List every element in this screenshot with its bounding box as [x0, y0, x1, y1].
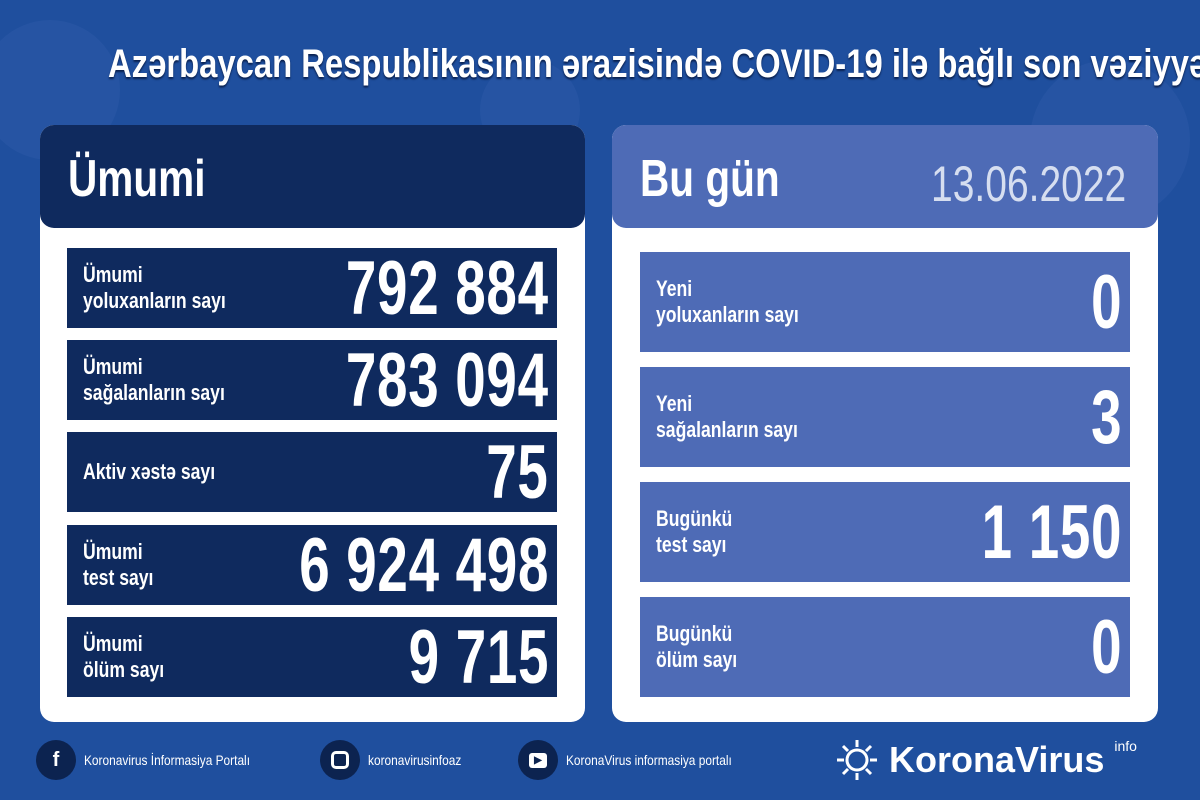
stat-row-total-recovered: Ümumi sağalanların sayı 783 094	[67, 338, 557, 423]
page-title: Azərbaycan Respublikasının ərazisində CO…	[108, 42, 1200, 86]
total-heading: Ümumi	[68, 150, 206, 208]
label-line2: sağalanların sayı	[656, 417, 798, 442]
today-header: Bu gün 13.06.2022	[612, 125, 1158, 228]
stat-label: Aktiv xəstə sayı	[83, 459, 215, 485]
label-line1: Bugünkü	[656, 506, 733, 531]
facebook-icon: f	[36, 740, 76, 780]
stat-value: 0	[1090, 604, 1122, 690]
stat-row-today-deaths: Bugünkü ölüm sayı 0	[640, 597, 1130, 697]
total-panel: Ümumi Ümumi yoluxanların sayı 792 884 Ümum…	[40, 125, 585, 722]
stat-value: 0	[1090, 259, 1122, 345]
report-date: 13.06.2022	[930, 156, 1126, 212]
stat-label: Bugünkü test sayı	[656, 506, 732, 558]
stat-value: 9 715	[408, 614, 549, 700]
label-line1: Yeni	[656, 276, 693, 301]
stat-label: Ümumi yoluxanların sayı	[83, 262, 226, 314]
stat-value: 3	[1090, 374, 1122, 460]
stat-label: Ümumi ölüm sayı	[83, 631, 164, 683]
stat-row-total-deaths: Ümumi ölüm sayı 9 715	[67, 615, 557, 700]
stat-value: 75	[486, 429, 549, 515]
youtube-icon: ▶	[518, 740, 558, 780]
label-line1: Bugünkü	[656, 621, 733, 646]
label-line1: Ümumi	[83, 631, 143, 656]
stat-row-total-infected: Ümumi yoluxanların sayı 792 884	[67, 246, 557, 331]
instagram-icon	[320, 740, 360, 780]
stat-label: Bugünkü ölüm sayı	[656, 621, 737, 673]
total-header: Ümumi	[40, 125, 585, 228]
label-line2: yoluxanların sayı	[83, 288, 226, 313]
stat-row-new-recovered: Yeni sağalanların sayı 3	[640, 367, 1130, 467]
label-line1: Ümumi	[83, 354, 143, 379]
sun-virus-icon	[837, 740, 877, 780]
label-line1: Yeni	[656, 391, 693, 416]
stat-row-new-infected: Yeni yoluxanların sayı 0	[640, 252, 1130, 352]
today-heading: Bu gün	[640, 150, 780, 208]
stat-label: Yeni yoluxanların sayı	[656, 276, 799, 328]
label-line2: ölüm sayı	[83, 657, 165, 682]
label-line2: sağalanların sayı	[83, 380, 225, 405]
stat-label: Yeni sağalanların sayı	[656, 391, 798, 443]
stat-row-total-tests: Ümumi test sayı 6 924 498	[67, 523, 557, 608]
facebook-link[interactable]: f Koronavirus İnformasiya Portalı	[36, 740, 279, 780]
label-line2: test sayı	[83, 565, 154, 590]
stat-value: 792 884	[346, 245, 549, 331]
label-line1: Aktiv xəstə sayı	[83, 459, 216, 484]
brand-sup: info	[1114, 738, 1137, 754]
brand-name: KoronaVirus	[889, 739, 1105, 780]
youtube-link[interactable]: ▶ KoronaVirus informasiya portalı	[518, 740, 761, 780]
stat-label: Ümumi sağalanların sayı	[83, 354, 225, 406]
stat-row-active: Aktiv xəstə sayı 75	[67, 430, 557, 515]
stat-value: 783 094	[346, 337, 549, 423]
label-line2: test sayı	[656, 532, 727, 557]
label-line2: ölüm sayı	[656, 647, 738, 672]
today-panel: Bu gün 13.06.2022 Yeni yoluxanların sayı 0…	[612, 125, 1158, 722]
stat-row-today-tests: Bugünkü test sayı 1 150	[640, 482, 1130, 582]
label-line2: yoluxanların sayı	[656, 302, 799, 327]
stat-label: Ümumi test sayı	[83, 539, 153, 591]
instagram-label: koronavirusinfoaz	[368, 752, 462, 768]
label-line1: Ümumi	[83, 539, 143, 564]
stat-value: 6 924 498	[299, 522, 549, 608]
instagram-link[interactable]: koronavirusinfoaz	[320, 740, 478, 780]
label-line1: Ümumi	[83, 262, 143, 287]
stat-value: 1 150	[981, 489, 1122, 575]
koronavirus-logo: KoronaVirus info	[835, 738, 1137, 782]
facebook-label: Koronavirus İnformasiya Portalı	[84, 752, 251, 768]
youtube-label: KoronaVirus informasiya portalı	[566, 752, 732, 768]
